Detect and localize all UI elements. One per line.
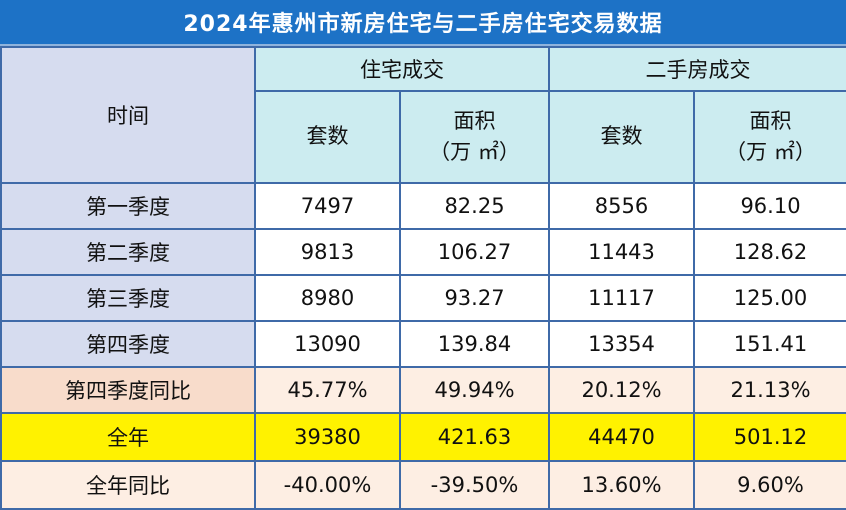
year-yoy-second-sets: 13.60%: [548, 460, 695, 510]
q4-second-sets: 13354: [548, 320, 695, 368]
row-label-q1: 第一季度: [0, 182, 256, 230]
header-row-sub: 套数 面积 （万 ㎡） 套数 面积 （万 ㎡）: [1, 90, 846, 184]
table-title: 2024年惠州市新房住宅与二手房住宅交易数据: [0, 0, 846, 46]
table-row: 全年 39380 421.63 44470 501.12: [0, 412, 846, 462]
table-row: 全年同比 -40.00% -39.50% 13.60% 9.60%: [0, 460, 846, 510]
header-new-sets: 套数: [254, 90, 401, 184]
header-second-hand: 二手房成交: [548, 46, 846, 92]
header-new-area-line2: （万 ㎡）: [429, 140, 520, 164]
header-new-housing: 住宅成交: [254, 46, 550, 92]
q1-new-area: 82.25: [399, 182, 550, 230]
q4-new-sets: 13090: [254, 320, 401, 368]
q3-second-area: 125.00: [693, 274, 846, 322]
table-row: 第四季度 13090 139.84 13354 151.41: [0, 320, 846, 368]
row-label-full-year: 全年: [0, 412, 256, 462]
year-new-area: 421.63: [399, 412, 550, 462]
q3-second-sets: 11117: [548, 274, 695, 322]
year-second-area: 501.12: [693, 412, 846, 462]
q4-yoy-second-area: 21.13%: [693, 366, 846, 414]
year-new-sets: 39380: [254, 412, 401, 462]
row-label-full-year-yoy: 全年同比: [0, 460, 256, 510]
q4-new-area: 139.84: [399, 320, 550, 368]
q2-second-area: 128.62: [693, 228, 846, 276]
header-row-groups: 时间 住宅成交 二手房成交: [0, 46, 846, 184]
q3-new-area: 93.27: [399, 274, 550, 322]
q1-second-sets: 8556: [548, 182, 695, 230]
q2-new-area: 106.27: [399, 228, 550, 276]
header-time: 时间: [0, 46, 256, 184]
header-second-area-line1: 面积: [749, 108, 792, 133]
q4-yoy-new-area: 49.94%: [399, 366, 550, 414]
q1-new-sets: 7497: [254, 182, 401, 230]
table-row: 第三季度 8980 93.27 11117 125.00: [0, 274, 846, 322]
q4-second-area: 151.41: [693, 320, 846, 368]
year-yoy-new-area: -39.50%: [399, 460, 550, 510]
row-label-q4-yoy: 第四季度同比: [0, 366, 256, 414]
transaction-table: 时间 住宅成交 二手房成交 套数 面积 （万 ㎡） 套数 面积 （万 ㎡） 第一…: [0, 46, 846, 510]
q2-new-sets: 9813: [254, 228, 401, 276]
year-yoy-second-area: 9.60%: [693, 460, 846, 510]
year-second-sets: 44470: [548, 412, 695, 462]
q4-yoy-second-sets: 20.12%: [548, 366, 695, 414]
table-row: 第四季度同比 45.77% 49.94% 20.12% 21.13%: [0, 366, 846, 414]
row-label-q3: 第三季度: [0, 274, 256, 322]
row-label-q2: 第二季度: [0, 228, 256, 276]
table-row: 第一季度 7497 82.25 8556 96.10: [0, 182, 846, 230]
header-second-area-line2: （万 ㎡）: [725, 140, 816, 164]
header-new-area-line1: 面积: [453, 108, 496, 133]
header-new-area: 面积 （万 ㎡）: [399, 90, 550, 184]
table-row: 第二季度 9813 106.27 11443 128.62: [0, 228, 846, 276]
header-second-area: 面积 （万 ㎡）: [693, 90, 846, 184]
header-second-sets: 套数: [548, 90, 695, 184]
q1-second-area: 96.10: [693, 182, 846, 230]
q2-second-sets: 11443: [548, 228, 695, 276]
row-label-q4: 第四季度: [0, 320, 256, 368]
q3-new-sets: 8980: [254, 274, 401, 322]
year-yoy-new-sets: -40.00%: [254, 460, 401, 510]
q4-yoy-new-sets: 45.77%: [254, 366, 401, 414]
